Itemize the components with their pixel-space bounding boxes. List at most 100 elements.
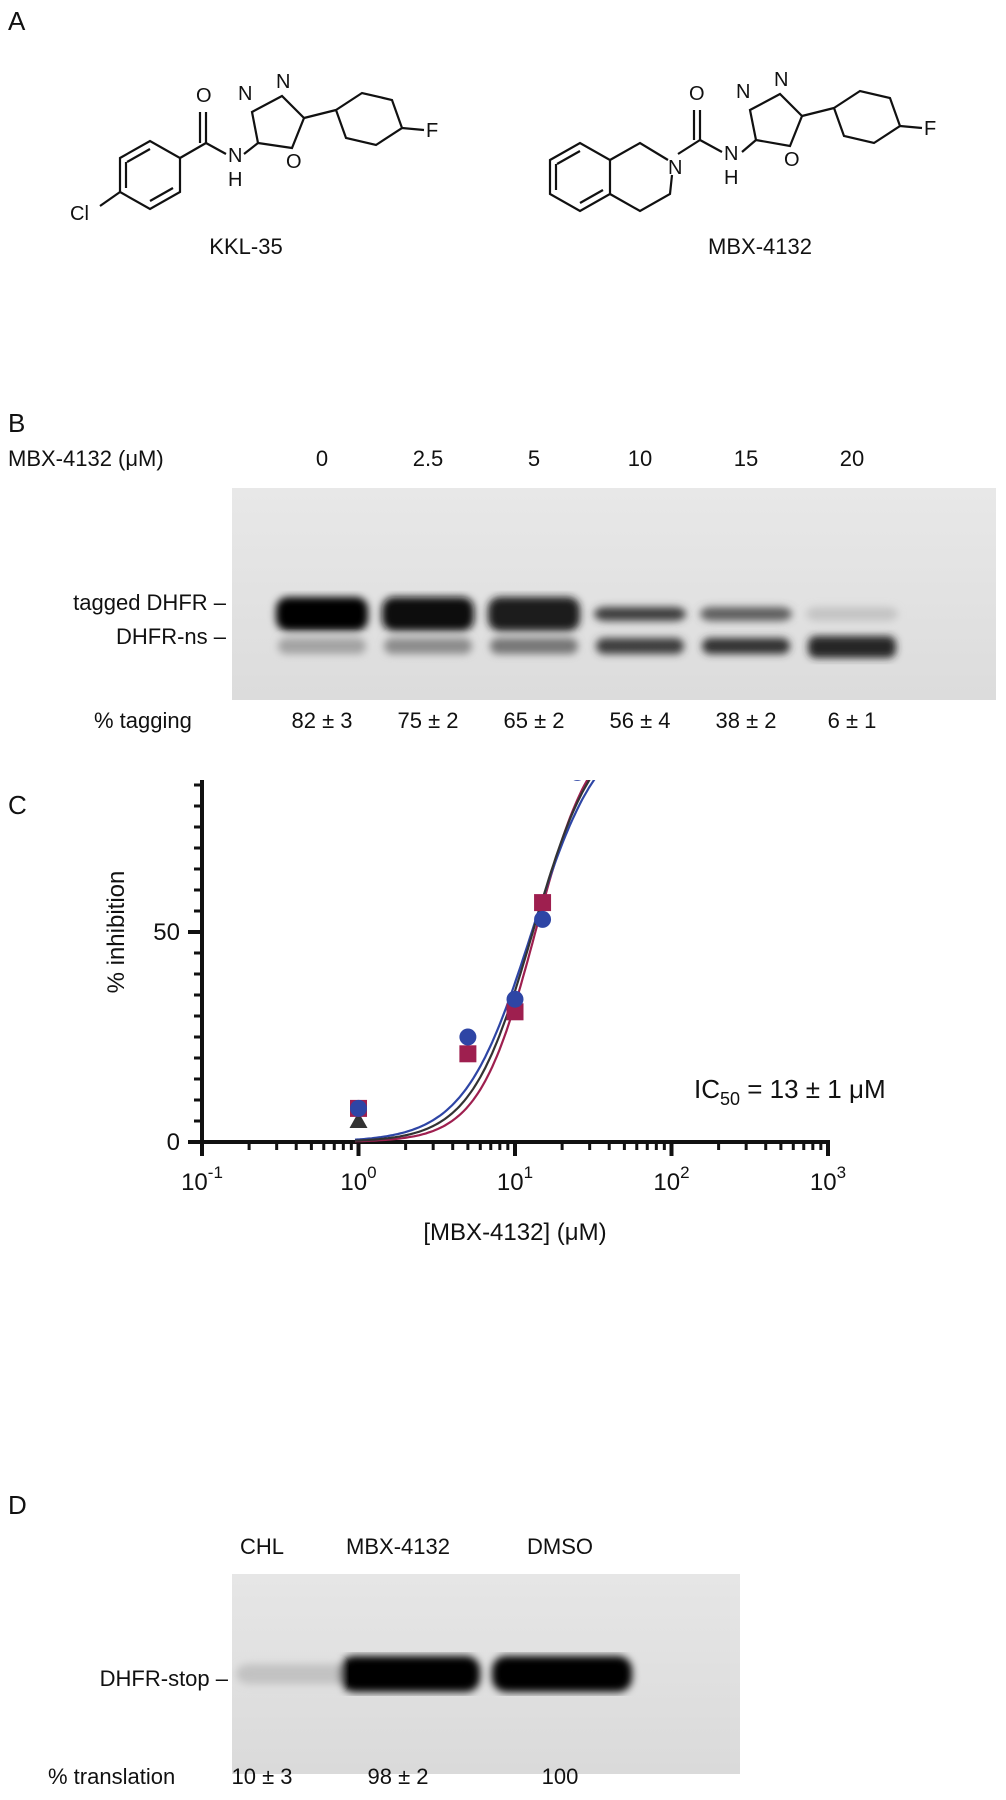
mbx4132-n-ring: N: [668, 157, 682, 179]
kkl35-fluorine: F: [426, 120, 438, 142]
band-label-nonstop: DHFR-ns –: [115, 624, 226, 649]
x-tick-base: 10: [810, 1169, 837, 1196]
band-label-dhfr-stop: DHFR-stop –: [99, 1666, 228, 1691]
fit-curve-square: [354, 780, 589, 1143]
compound-name-kkl35: KKL-35: [209, 234, 283, 259]
mbx4132-benzo-ring: [548, 141, 612, 213]
data-point-circle: [459, 1028, 477, 1046]
band-tagged-1: [382, 597, 474, 631]
band-tagged-3: [594, 607, 686, 621]
x-tick-base: 10: [181, 1169, 208, 1196]
gel-image-d: [232, 1574, 740, 1774]
x-tick-base: 10: [340, 1169, 367, 1196]
x-tick-base: 10: [653, 1169, 680, 1196]
mbx4132-o-carbonyl: O: [689, 83, 705, 105]
lane-label-1: MBX-4132: [346, 1534, 450, 1559]
data-point-circle: [534, 910, 552, 928]
data-point-square: [534, 894, 552, 912]
mbx4132-n1: N: [736, 81, 750, 103]
x-tick-base: 10: [497, 1169, 524, 1196]
x-tick-exponent: -1: [208, 1163, 223, 1182]
kkl35-o-ring: O: [286, 151, 302, 173]
kkl35-h-amide: H: [228, 169, 242, 191]
band-nonstop-1: [384, 638, 472, 654]
y-axis-label: % inhibition: [103, 871, 130, 994]
x-tick-label: 103: [810, 1163, 846, 1196]
x-tick-exponent: 0: [367, 1163, 376, 1182]
gel-image-b: [232, 488, 996, 700]
x-tick-exponent: 3: [837, 1163, 846, 1182]
data-point-circle: [506, 990, 524, 1008]
kkl35-n2: N: [276, 71, 290, 93]
kkl35-structure: [99, 91, 425, 211]
y-tick-label: 0: [167, 1129, 180, 1156]
data-point-square: [459, 1045, 477, 1063]
data-point-square: [506, 1003, 524, 1021]
translation-value-2: 100: [541, 1764, 579, 1789]
mbx4132-o-ring: O: [784, 149, 800, 171]
x-tick-exponent: 1: [524, 1163, 533, 1182]
mbx4132-n-amide: N: [724, 143, 738, 165]
band-nonstop-5: [808, 636, 896, 658]
kkl35-n-amide: N: [228, 145, 242, 167]
fit-curve-circle: [354, 780, 596, 1141]
concentration-4: 15: [733, 446, 759, 471]
translation-value-0: 10 ± 3: [231, 1764, 293, 1789]
band-tagged-0: [276, 597, 368, 631]
fit-curve-triangle: [354, 780, 591, 1142]
band-nonstop-3: [596, 638, 684, 654]
mbx4132-structure: [548, 89, 923, 213]
kkl35-fluorophenyl-ring: [334, 91, 404, 147]
tagging-value-1: 75 ± 2: [397, 708, 459, 733]
band-tagged-5: [806, 607, 898, 621]
concentration-2: 5: [527, 446, 541, 471]
band-nonstop-0: [278, 638, 366, 654]
mbx4132-fluorine: F: [924, 118, 936, 140]
ic50-prefix: IC: [694, 1074, 720, 1104]
gel-bands-b: [276, 597, 898, 658]
panel-d-label: D: [8, 1490, 27, 1520]
x-tick-label: 100: [340, 1163, 376, 1196]
tagging-label: % tagging: [94, 708, 192, 733]
ic50-annotation: IC50 = 13 ± 1 μM: [694, 1074, 886, 1109]
gel-bands-d: [236, 1656, 632, 1692]
concentration-label: MBX-4132 (μM): [8, 446, 164, 471]
ic50-subscript: 50: [720, 1089, 740, 1109]
ic50-value: = 13 ± 1 μM: [740, 1074, 886, 1104]
kkl35-o-carbonyl: O: [196, 85, 212, 107]
kkl35-chlorophenyl-ring: [118, 139, 182, 211]
concentration-0: 0: [315, 446, 329, 471]
band-dhfr-stop-2: [492, 1656, 632, 1692]
band-dhfr-stop-1: [340, 1656, 480, 1692]
band-nonstop-2: [490, 638, 578, 654]
band-label-tagged: tagged DHFR –: [73, 590, 226, 615]
mbx4132-oxadiazole-ring: [748, 92, 804, 148]
band-nonstop-4: [702, 638, 790, 654]
data-point-triangle: [349, 1112, 368, 1128]
translation-value-1: 98 ± 2: [367, 1764, 429, 1789]
mbx4132-fluorophenyl-ring: [832, 89, 902, 145]
tagging-value-0: 82 ± 3: [291, 708, 353, 733]
lane-label-0: CHL: [239, 1534, 285, 1559]
chemical-structures: O N H N N O F Cl O N N H N N O F: [70, 69, 936, 225]
kkl35-chlorine: Cl: [70, 203, 89, 225]
panel-b-label: B: [8, 408, 26, 438]
x-tick-label: 10-1: [181, 1163, 223, 1196]
tagging-value-3: 56 ± 4: [609, 708, 671, 733]
x-tick-exponent: 2: [680, 1163, 689, 1182]
mbx4132-n2: N: [774, 69, 788, 91]
tagging-value-5: 6 ± 1: [827, 708, 877, 733]
kkl35-oxadiazole-ring: [250, 94, 306, 150]
x-tick-label: 101: [497, 1163, 533, 1196]
tagging-value-2: 65 ± 2: [503, 708, 565, 733]
tagging-value-4: 38 ± 2: [715, 708, 777, 733]
concentration-3: 10: [627, 446, 653, 471]
compound-name-mbx4132: MBX-4132: [708, 234, 812, 259]
translation-label: % translation: [48, 1764, 176, 1789]
panel-a-label: A: [8, 6, 26, 36]
kkl35-n1: N: [238, 83, 252, 105]
mbx4132-h-amide: H: [724, 167, 738, 189]
panel-c-label: C: [8, 790, 27, 820]
data-point-circle: [573, 780, 582, 781]
